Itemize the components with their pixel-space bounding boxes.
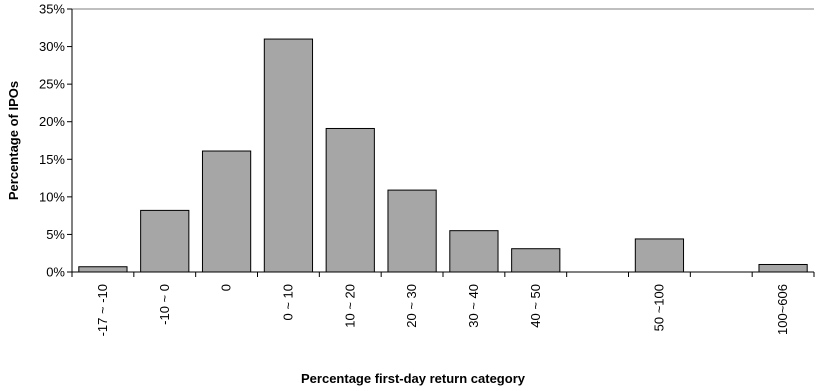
y-tick-label: 25%	[39, 77, 65, 92]
y-tick-label: 35%	[39, 2, 65, 17]
bar	[325, 127, 375, 273]
bar	[263, 38, 314, 273]
bar	[511, 248, 561, 273]
x-tick-label: 0	[219, 284, 234, 291]
x-tick-labels: -17 ~ -10 -10 ~ 0 0 0 ~ 10 10 ~ 20 20 ~ 30 30 …	[95, 284, 790, 336]
y-tick-label: 20%	[39, 114, 65, 129]
x-axis-title: Percentage first-day return category	[301, 371, 526, 386]
y-tick-label: 15%	[39, 152, 65, 167]
bar	[758, 263, 808, 273]
x-tick-label: 50 ~100	[651, 284, 666, 331]
y-tick-label: 10%	[39, 189, 65, 204]
x-tick-label: 20 ~ 30	[404, 284, 419, 328]
bar	[201, 150, 252, 273]
x-tick-label: -17 ~ -10	[95, 284, 110, 336]
bars	[78, 38, 808, 273]
y-tick-label: 5%	[46, 227, 65, 242]
x-tick-label: -10 ~ 0	[157, 284, 172, 325]
x-tick-label: 0 ~ 10	[280, 284, 295, 321]
x-tick-label: 100~606	[775, 284, 790, 335]
x-tick-label: 40 ~ 50	[528, 284, 543, 328]
bar	[78, 266, 128, 273]
y-axis-title: Percentage of IPOs	[6, 81, 21, 200]
bar	[387, 189, 437, 273]
y-axis-ticks: 0% 5% 10% 15% 20% 25% 30% 35%	[39, 2, 72, 280]
x-tick-label: 10 ~ 20	[342, 284, 357, 328]
x-tick-label: 30 ~ 40	[466, 284, 481, 328]
y-tick-label: 0%	[46, 265, 65, 280]
bar	[140, 209, 190, 273]
bar	[449, 230, 499, 273]
bar	[634, 238, 685, 273]
x-axis-ticks	[71, 272, 815, 277]
y-tick-label: 30%	[39, 39, 65, 54]
